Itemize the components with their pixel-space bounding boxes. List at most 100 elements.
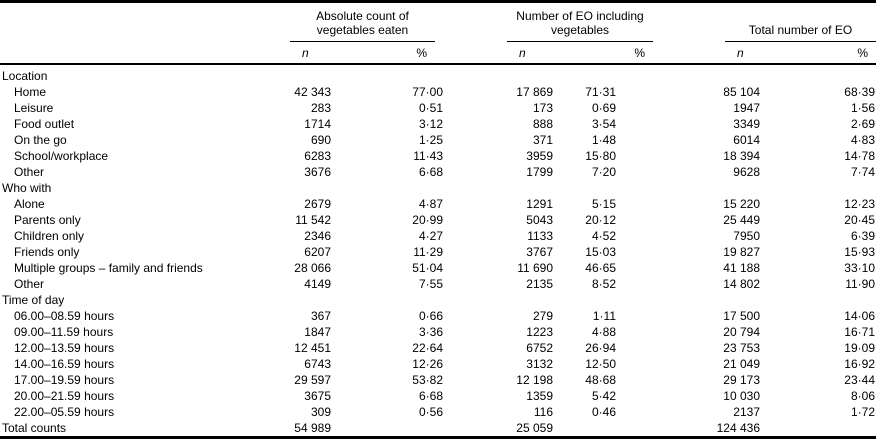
cell-n-eo-including: 2135 xyxy=(526,277,553,291)
cell-pct-eo-including: 12·50 xyxy=(585,357,616,371)
subheader-row: n % xyxy=(290,42,435,63)
cell-pct-absolute: 0·56 xyxy=(418,405,443,419)
table-row: Leisure 283 0·51 173 0·69 1947 1·56 xyxy=(0,100,876,116)
table-row: Parents only 11 542 20·99 5043 20·12 25 449 20… xyxy=(0,212,876,228)
cell-n-absolute: 690 xyxy=(310,133,331,147)
section-header-row: Location xyxy=(0,68,876,84)
cell-n-eo-including: 1223 xyxy=(526,325,553,339)
table-row: 20.00–21.59 hours 3675 6·68 1359 5·42 10 030 8… xyxy=(0,388,876,404)
row-label: 09.00–11.59 hours xyxy=(14,325,114,339)
cell-pct-eo-including: 5·42 xyxy=(591,389,616,403)
cell-pct-absolute: 22·64 xyxy=(412,341,443,355)
table-row: School/workplace 6283 11·43 3959 15·80 18 394… xyxy=(0,148,876,164)
cell-n-eo-including: 3132 xyxy=(526,357,553,371)
table-row: Other 3676 6·68 1799 7·20 9628 7·74 xyxy=(0,164,876,180)
cell-n-absolute xyxy=(270,68,331,84)
cell-n-absolute: 2346 xyxy=(304,229,331,243)
cell-n-absolute: 2679 xyxy=(304,197,331,211)
row-label: Children only xyxy=(14,229,85,243)
cell-n-eo-including: 1799 xyxy=(526,165,553,179)
cell-n-absolute: 42 343 xyxy=(294,85,331,99)
section-label: Time of day xyxy=(2,293,65,307)
row-label: Food outlet xyxy=(14,117,75,131)
cell-n-eo-including: 1133 xyxy=(527,229,553,243)
cell-n-total-eo: 20 794 xyxy=(723,325,760,339)
cell-pct-absolute: 1·25 xyxy=(418,133,443,147)
cell-pct-eo-including: 26·94 xyxy=(585,341,616,355)
cell-n-absolute xyxy=(270,292,331,308)
row-label: Total counts xyxy=(2,421,67,435)
cell-n-absolute: 6283 xyxy=(304,149,331,163)
cell-n-absolute: 1714 xyxy=(304,117,331,131)
subheader-percent: % xyxy=(857,46,868,60)
cell-n-total-eo: 41 188 xyxy=(723,261,760,275)
table-row: 06.00–08.59 hours 367 0·66 279 1·11 17 500 14·… xyxy=(0,308,876,324)
column-group-title: Absolute count of vegetables eaten xyxy=(316,9,409,37)
cell-pct-eo-including: 5·15 xyxy=(591,197,616,211)
cell-pct-total-eo: 11·90 xyxy=(845,277,875,291)
table-row: Food outlet 1714 3·12 888 3·54 3349 2·69 xyxy=(0,116,876,132)
cell-n-total-eo: 10 030 xyxy=(723,389,760,403)
cell-n-absolute: 309 xyxy=(310,405,331,419)
bottom-rule xyxy=(0,436,876,439)
cell-pct-absolute: 77·00 xyxy=(412,85,443,99)
cell-pct-absolute: 51·04 xyxy=(412,261,443,275)
cell-n-absolute: 6207 xyxy=(304,245,331,259)
row-label: School/workplace xyxy=(14,149,109,163)
cell-pct-eo-including xyxy=(553,180,616,196)
cell-pct-eo-including: 8·52 xyxy=(591,277,616,291)
cell-pct-eo-including xyxy=(553,68,616,84)
column-group-total-eo: Total number of EO n % xyxy=(725,3,876,63)
cell-n-eo-including: 3767 xyxy=(526,245,553,259)
cell-n-eo-including: 6752 xyxy=(526,341,553,355)
row-label: 22.00–05.59 hours xyxy=(14,405,115,419)
table-row: 22.00–05.59 hours 309 0·56 116 0·46 2137 1·72 xyxy=(0,404,876,420)
cell-n-total-eo: 25 449 xyxy=(723,213,760,227)
cell-pct-total-eo: 33·10 xyxy=(844,261,875,275)
column-group-eo-including: Number of EO including vegetables n % xyxy=(507,3,653,63)
cell-n-total-eo: 21 049 xyxy=(723,357,760,371)
subheader-percent: % xyxy=(634,46,645,60)
cell-n-absolute: 6743 xyxy=(304,357,331,371)
cell-pct-total-eo xyxy=(760,180,875,196)
cell-pct-total-eo: 14·78 xyxy=(844,149,875,163)
cell-n-total-eo: 14 802 xyxy=(723,277,760,291)
cell-pct-eo-including: 0·46 xyxy=(591,405,616,419)
table-row: On the go 690 1·25 371 1·48 6014 4·83 xyxy=(0,132,876,148)
cell-pct-total-eo: 12·23 xyxy=(844,197,875,211)
table-row: Children only 2346 4·27 1133 4·52 7950 6·39 xyxy=(0,228,876,244)
cell-pct-total-eo: 1·72 xyxy=(850,405,875,419)
section-header-row: Time of day xyxy=(0,292,876,308)
column-group-title: Number of EO including vegetables xyxy=(516,9,644,37)
cell-n-total-eo: 18 394 xyxy=(723,149,760,163)
cell-n-total-eo: 17 500 xyxy=(723,309,760,323)
cell-pct-total-eo: 6·39 xyxy=(850,229,875,243)
cell-pct-eo-including: 1·11 xyxy=(592,309,616,323)
row-label: 06.00–08.59 hours xyxy=(14,309,115,323)
column-group-rule xyxy=(290,41,435,42)
cell-n-eo-including xyxy=(443,292,553,308)
header-body-rule xyxy=(0,63,876,65)
row-label: 12.00–13.59 hours xyxy=(14,341,115,355)
cell-n-absolute: 4149 xyxy=(304,277,331,291)
table-row: 09.00–11.59 hours 1847 3·36 1223 4·88 20 794 1… xyxy=(0,324,876,340)
subheader-n: n xyxy=(737,46,744,60)
cell-n-total-eo: 15 220 xyxy=(723,197,760,211)
cell-n-total-eo: 9628 xyxy=(733,165,760,179)
table-row: Friends only 6207 11·29 3767 15·03 19 827 15·9… xyxy=(0,244,876,260)
cell-n-total-eo: 85 104 xyxy=(723,85,760,99)
cell-pct-total-eo xyxy=(760,68,875,84)
row-label: Home xyxy=(14,85,47,99)
subheader-row: n % xyxy=(507,42,653,63)
row-label: 14.00–16.59 hours xyxy=(14,357,115,371)
section-label: Location xyxy=(2,69,48,83)
section-header-row: Who with xyxy=(0,180,876,196)
total-row: Total counts 54 989 25 059 124 436 xyxy=(0,420,876,436)
column-group-absolute-count: Absolute count of vegetables eaten n % xyxy=(290,3,435,63)
subheader-n: n xyxy=(519,46,526,60)
row-label: Other xyxy=(14,277,45,291)
row-label: On the go xyxy=(14,133,67,147)
cell-pct-absolute: 3·36 xyxy=(418,325,443,339)
cell-n-eo-including: 3959 xyxy=(526,149,553,163)
